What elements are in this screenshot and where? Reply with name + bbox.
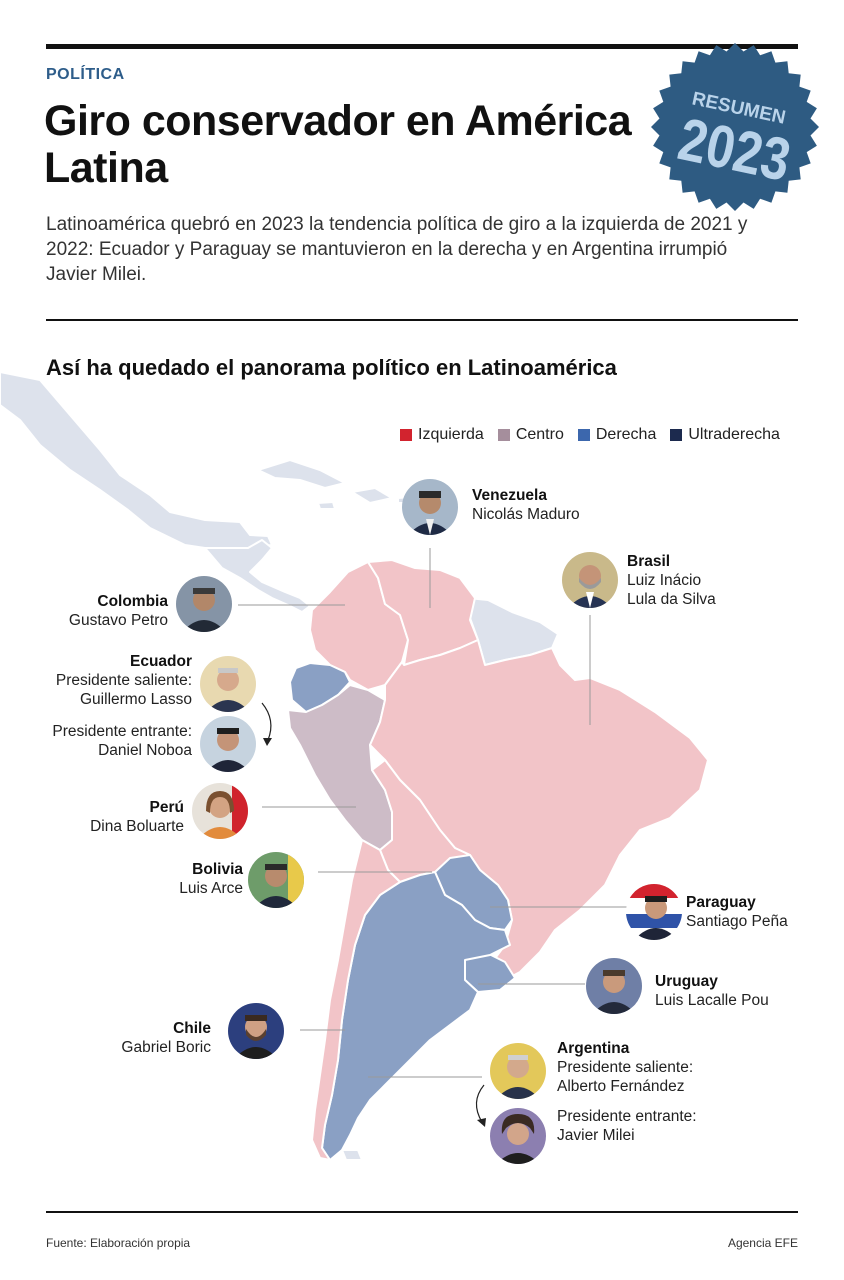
outgoing-name: Guillermo Lasso: [80, 691, 192, 708]
legend-label: Centro: [515, 426, 564, 443]
top-rule: [46, 44, 798, 49]
region-tierra-del-fuego: [341, 1149, 363, 1161]
country-name: Argentina: [557, 1040, 630, 1057]
legend-label: Derecha: [595, 426, 657, 443]
label-brasil: Brasil Luiz Inácio Lula da Silva: [627, 552, 716, 609]
region-mexico: [0, 371, 273, 561]
incoming-name: Daniel Noboa: [98, 742, 192, 759]
arrowhead-ecuador: [263, 738, 272, 746]
page-title: Giro conservador en América Latina: [44, 97, 632, 192]
intro-rule: [46, 319, 798, 321]
portrait-lacalle-pou: [586, 958, 642, 1014]
section-label: POLÍTICA: [46, 66, 125, 83]
legend-swatch: [577, 429, 590, 441]
country-name: Venezuela: [472, 487, 547, 504]
source-text: Fuente: Elaboración propia: [46, 1236, 191, 1250]
region-jamaica: [317, 501, 336, 510]
portrait-milei: [490, 1108, 546, 1164]
portrait-boluarte: [192, 783, 248, 839]
arrow-ecuador: [261, 702, 272, 741]
portrait-pena: [626, 884, 682, 940]
region-hispaniola: [351, 487, 393, 504]
arrowhead-argentina: [477, 1118, 486, 1127]
leader-name: Nicolás Maduro: [472, 506, 580, 523]
legend-swatch: [670, 429, 683, 441]
country-name: Uruguay: [655, 973, 718, 990]
intro-paragraph: Latinoamérica quebró en 2023 la tendenci…: [46, 214, 748, 285]
outgoing-name: Alberto Fernández: [557, 1078, 685, 1095]
label-argentina-incoming: Presidente entrante: Javier Milei: [557, 1107, 697, 1145]
leader-name-line1: Luiz Inácio: [627, 572, 702, 589]
incoming-label: Presidente entrante:: [52, 723, 192, 740]
legend-swatch: [400, 429, 412, 441]
legend-label: Ultraderecha: [688, 426, 780, 443]
portrait-arce: [248, 852, 304, 908]
leader-name: Luis Lacalle Pou: [655, 992, 769, 1009]
leader-name: Dina Boluarte: [90, 818, 184, 835]
incoming-name: Javier Milei: [557, 1127, 635, 1144]
map-subtitle: Así ha quedado el panorama político en L…: [46, 355, 617, 380]
portrait-petro: [176, 576, 232, 632]
country-name: Ecuador: [129, 653, 192, 670]
label-ecuador-incoming: Presidente entrante: Daniel Noboa: [52, 722, 192, 760]
country-name: Perú: [149, 799, 184, 816]
leader-name: Gustavo Petro: [68, 612, 168, 629]
country-name: Chile: [173, 1020, 211, 1037]
resumen-badge: RESUMEN 2023: [651, 43, 819, 211]
leader-name: Santiago Peña: [686, 913, 788, 930]
portrait-lula: [562, 552, 618, 608]
region-central-america: [204, 539, 311, 613]
label-venezuela: Venezuela Nicolás Maduro: [472, 486, 580, 524]
label-chile: Chile Gabriel Boric: [121, 1019, 211, 1057]
legend-item-ultraderecha: Ultraderecha: [670, 426, 780, 444]
region-cuba: [257, 459, 346, 489]
legend-item-centro: Centro: [497, 426, 564, 444]
leader-name: Luis Arce: [179, 880, 243, 897]
leader-name: Gabriel Boric: [121, 1039, 211, 1056]
label-ecuador: Ecuador Presidente saliente: Guillermo Las…: [56, 652, 192, 709]
map-legend: Izquierda Centro Derecha Ultraderecha: [400, 426, 780, 444]
agency-text: Agencia EFE: [727, 1236, 798, 1250]
country-name: Bolivia: [192, 861, 243, 878]
label-paraguay: Paraguay Santiago Peña: [686, 893, 788, 931]
legend-swatch: [497, 429, 510, 441]
leader-name-line2: Lula da Silva: [627, 591, 716, 608]
label-bolivia: Bolivia Luis Arce: [179, 860, 243, 898]
label-argentina: Argentina Presidente saliente: Alberto Fer…: [557, 1039, 693, 1096]
label-peru: Perú Dina Boluarte: [90, 798, 184, 836]
legend-item-derecha: Derecha: [577, 426, 657, 444]
portrait-lasso: [200, 656, 256, 712]
portrait-maduro: [402, 479, 458, 535]
country-name: Colombia: [97, 593, 168, 610]
portrait-boric: [228, 1003, 284, 1059]
legend-item-izquierda: Izquierda: [400, 426, 484, 444]
footer-rule: [46, 1211, 798, 1213]
arrow-argentina: [475, 1084, 485, 1123]
legend-label: Izquierda: [418, 426, 484, 443]
latin-america-map: [0, 371, 709, 1161]
country-name: Brasil: [627, 553, 671, 570]
outgoing-label: Presidente saliente:: [55, 672, 192, 689]
portrait-noboa: [200, 716, 256, 772]
outgoing-label: Presidente saliente:: [557, 1059, 694, 1076]
label-uruguay: Uruguay Luis Lacalle Pou: [655, 972, 769, 1010]
label-colombia: Colombia Gustavo Petro: [69, 592, 168, 630]
country-name: Paraguay: [686, 894, 756, 911]
incoming-label: Presidente entrante:: [557, 1108, 697, 1125]
portrait-fernandez: [490, 1043, 546, 1099]
region-chile: [311, 839, 401, 1161]
